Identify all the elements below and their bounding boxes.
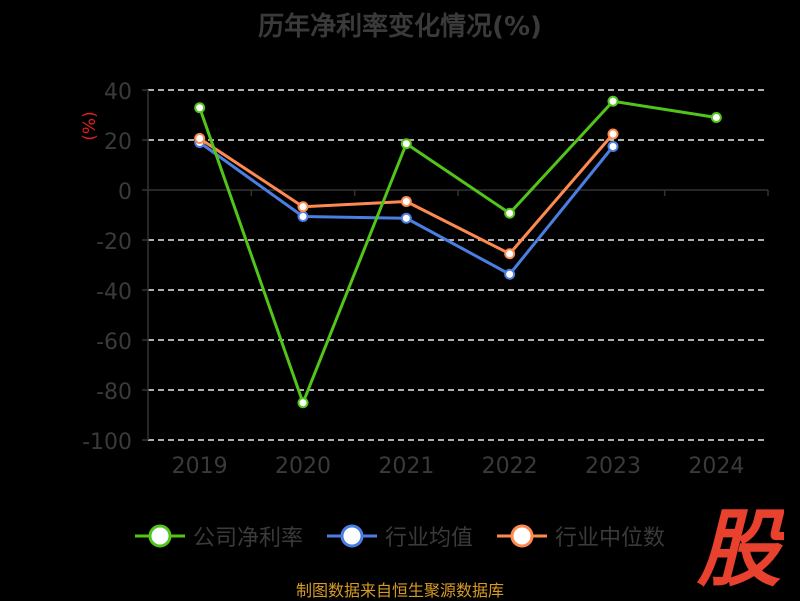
- legend: 公司净利率 行业均值 行业中位数: [0, 516, 800, 556]
- legend-label-company: 公司净利率: [192, 526, 303, 551]
- data-point-industry_avg[interactable]: [607, 141, 619, 152]
- data-point-company[interactable]: [297, 397, 309, 409]
- data-point-company[interactable]: [710, 112, 722, 123]
- y-tick-label: -100: [82, 430, 132, 455]
- series-line-industry_median: [198, 133, 615, 256]
- legend-item-industry-median[interactable]: 行业中位数: [497, 520, 665, 552]
- stamp-logo: 股: [696, 500, 784, 590]
- data-point-industry_avg[interactable]: [297, 211, 309, 222]
- data-point-company[interactable]: [194, 102, 206, 114]
- x-tick-label: 2020: [275, 454, 331, 479]
- legend-line-industry-median-icon: [497, 524, 547, 548]
- series-line-industry_avg: [198, 141, 615, 276]
- tick-labels: 40 20 0 -20 -40 -60 -80 -100 2019 2020 2021 2022 202…: [80, 80, 744, 479]
- svg-text:股: 股: [696, 500, 784, 590]
- x-tick-label: 2023: [585, 454, 641, 479]
- source-note: 制图数据来自恒生聚源数据库: [295, 581, 504, 600]
- data-point-industry_avg[interactable]: [400, 212, 412, 224]
- y-axis-label: (%): [80, 111, 100, 140]
- grid-lines: [148, 89, 768, 441]
- legend-line-industry-avg-icon: [326, 524, 377, 548]
- legend-label-industry-avg: 行业均值: [384, 526, 473, 551]
- y-tick-label: 20: [104, 130, 132, 155]
- data-point-industry_median[interactable]: [504, 248, 516, 260]
- data-point-industry_median[interactable]: [400, 196, 412, 207]
- data-point-company[interactable]: [504, 207, 516, 219]
- x-tick-label: 2019: [172, 454, 228, 479]
- series-line-company: [198, 99, 717, 405]
- legend-item-industry-avg[interactable]: 行业均值: [326, 520, 473, 552]
- data-point-industry_median[interactable]: [607, 128, 619, 140]
- chart-title: 历年净利率变化情况(%): [258, 12, 542, 42]
- y-tick-label: 40: [104, 80, 132, 105]
- series-lines: [194, 95, 722, 409]
- data-point-company[interactable]: [400, 138, 412, 150]
- y-tick-label: 0: [118, 180, 132, 205]
- data-point-industry_avg[interactable]: [504, 268, 516, 280]
- legend-item-company[interactable]: 公司净利率: [134, 520, 303, 552]
- legend-line-company-icon: [134, 524, 185, 548]
- y-tick-label: -20: [96, 230, 132, 255]
- data-point-industry_median[interactable]: [297, 201, 309, 213]
- y-tick-label: -40: [96, 280, 132, 305]
- x-tick-label: 2022: [482, 454, 538, 479]
- legend-label-industry-median: 行业中位数: [555, 526, 666, 551]
- y-tick-label: -60: [96, 330, 132, 355]
- x-tick-label: 2021: [378, 454, 434, 479]
- y-tick-label: -80: [96, 380, 132, 405]
- data-point-company[interactable]: [607, 95, 619, 107]
- line-chart: 40 20 0 -20 -40 -60 -80 -100 2019 2020 2021 2022 202…: [80, 80, 769, 479]
- x-tick-label: 2024: [688, 454, 744, 479]
- axes: [142, 89, 769, 441]
- data-point-industry_median[interactable]: [194, 133, 206, 144]
